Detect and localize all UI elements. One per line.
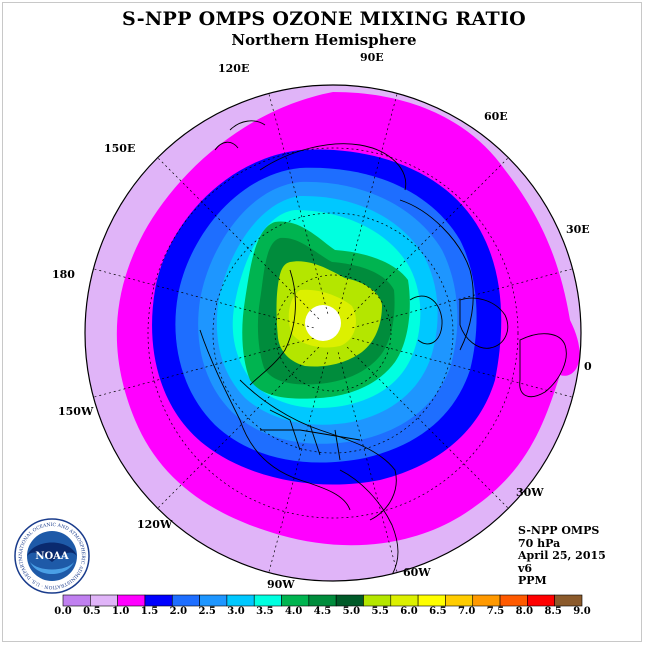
meridian-line (268, 93, 329, 314)
graticule (93, 93, 573, 573)
coast-europe (459, 297, 509, 349)
lat-circle-70n (274, 274, 392, 392)
colorbar-tick-label: 0.0 (54, 606, 72, 617)
meridian-line (337, 352, 398, 573)
colorbar-tick-label: 8.5 (544, 606, 562, 617)
coast-greenland (249, 269, 296, 386)
colorbar-tick-label: 3.0 (227, 606, 245, 617)
lon-label-30w: 30W (516, 486, 544, 499)
coast-asia-east (259, 143, 407, 191)
meridian-line (346, 346, 509, 509)
colorbar-tick-label: 4.5 (313, 606, 332, 617)
lon-label-120e: 120E (218, 62, 250, 75)
lon-label-150w: 150W (58, 405, 94, 418)
colorbar-tick-label: 8.0 (515, 606, 534, 617)
lat-circle-30n (147, 147, 519, 519)
lon-label-150e: 150E (104, 142, 136, 155)
lon-label-120w: 120W (137, 518, 173, 531)
lon-label-90w: 90W (267, 578, 295, 591)
meridian-line (352, 268, 573, 329)
coastlines (199, 120, 567, 576)
colorbar-tick-label: 2.5 (198, 606, 216, 617)
colorbar-tick-label: 4.0 (284, 606, 303, 617)
coast-africa (519, 333, 567, 398)
colorbar-tick-label: 0.5 (83, 606, 101, 617)
coast-asia-west (399, 199, 474, 351)
noaa-seal-icon: NATIONAL OCEANIC AND ATMOSPHERIC ADMINIS… (14, 518, 90, 594)
meridian-line (93, 337, 314, 398)
map-title: S-NPP OMPS OZONE MIXING RATIO (121, 8, 527, 30)
lon-label-30e: 30E (566, 223, 590, 236)
coast-north-america-west (199, 329, 351, 511)
colorbar-tick-label: 5.5 (371, 606, 389, 617)
colorbar-tick-label: 7.0 (457, 606, 476, 617)
map-boundary (84, 84, 582, 582)
info-units: PPM (518, 574, 547, 587)
colorbar-tick-label: 3.5 (256, 606, 274, 617)
colorbar-tick-label: 2.0 (169, 606, 188, 617)
meridian-line (268, 352, 329, 573)
meridian-line (337, 93, 398, 314)
map-subtitle: Northern Hemisphere (231, 31, 417, 49)
colorbar-tick-label: 9.0 (573, 606, 591, 617)
lon-label-60w: 60W (403, 566, 431, 579)
lon-label-90e: 90E (360, 51, 384, 64)
info-date: April 25, 2015 (518, 549, 606, 562)
coast-japan (214, 120, 266, 151)
lat-circle-50n (212, 212, 454, 454)
ozone-field (85, 85, 581, 581)
meridian-lines (93, 93, 573, 573)
info-level: 70 hPa (518, 536, 561, 550)
colorbar-tick-label: 6.5 (429, 606, 447, 617)
figure-frame (2, 2, 642, 642)
meridian-line (346, 157, 509, 320)
meridian-line (157, 346, 320, 509)
colorbar-tick-label: 1.5 (140, 606, 159, 617)
lon-label-0: 0 (584, 360, 592, 373)
colorbar-tick-labels: 0.0 0.5 1.0 1.5 2.0 2.5 3.0 3.5 4.0 4.5 5.0 5.5 6.0 6… (0, 606, 648, 622)
us-state-borders (260, 409, 361, 461)
product-info: S-NPP OMPS 70 hPa April 25, 2015 v6 PPM (518, 524, 606, 588)
colorbar-tick-label: 6.0 (400, 606, 418, 617)
colorbar-tick-label: 5.0 (342, 606, 361, 617)
coast-north-america-east (239, 379, 397, 521)
coast-south-america (339, 469, 399, 576)
meridian-line (352, 337, 573, 398)
colorbar-tick-label: 1.0 (111, 606, 130, 617)
colorbar-tick-label: 7.5 (486, 606, 505, 617)
meridian-line (93, 268, 314, 329)
info-version: v6 (518, 561, 533, 575)
lon-label-60e: 60E (484, 110, 508, 123)
lon-label-180: 180 (52, 268, 75, 281)
info-instrument: S-NPP OMPS (518, 524, 600, 537)
coast-scandinavia (409, 295, 443, 345)
logo-text: NOAA (35, 551, 69, 562)
